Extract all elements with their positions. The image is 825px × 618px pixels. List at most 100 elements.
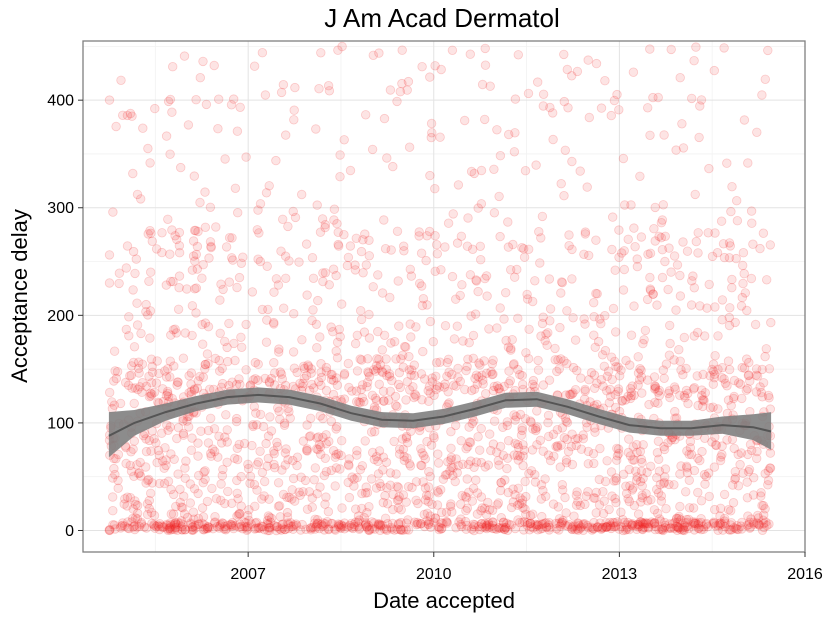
- data-point: [508, 484, 518, 494]
- data-point: [205, 202, 216, 213]
- data-point: [462, 241, 473, 251]
- data-point: [351, 504, 361, 514]
- data-point: [393, 503, 404, 513]
- data-point: [217, 363, 227, 374]
- data-point: [308, 522, 318, 533]
- data-point: [670, 384, 681, 394]
- data-point: [226, 521, 237, 531]
- data-point: [294, 487, 304, 497]
- data-point: [715, 518, 726, 528]
- data-point: [628, 519, 638, 529]
- data-point: [222, 437, 232, 447]
- data-point: [371, 452, 382, 462]
- data-point: [189, 514, 199, 524]
- data-point: [382, 499, 393, 509]
- data-point: [742, 520, 752, 531]
- data-point: [190, 225, 201, 236]
- data-point: [697, 390, 707, 401]
- data-point: [567, 459, 578, 470]
- data-point: [451, 381, 461, 391]
- data-point: [687, 93, 697, 104]
- data-point: [401, 433, 412, 443]
- data-point: [555, 462, 566, 472]
- data-point: [525, 518, 536, 528]
- data-point: [150, 523, 160, 533]
- data-point: [589, 370, 600, 380]
- data-point: [478, 375, 488, 385]
- data-point: [763, 390, 774, 401]
- data-point: [544, 518, 554, 528]
- data-point: [402, 377, 413, 387]
- data-point: [405, 319, 415, 329]
- data-point: [578, 520, 588, 530]
- data-point: [149, 510, 160, 521]
- data-point: [643, 249, 653, 260]
- data-point: [313, 518, 323, 528]
- data-point: [763, 45, 773, 56]
- data-point: [220, 154, 230, 164]
- data-point: [591, 235, 601, 245]
- data-point: [709, 462, 720, 472]
- x-axis-title: Date accepted: [373, 588, 515, 613]
- data-point: [215, 295, 225, 305]
- data-point: [718, 525, 728, 535]
- data-point: [504, 366, 514, 376]
- data-point: [109, 400, 120, 410]
- data-point: [567, 244, 577, 255]
- data-point: [319, 525, 330, 535]
- data-point: [696, 524, 706, 535]
- data-point: [195, 197, 205, 208]
- data-point: [533, 365, 544, 375]
- data-point: [614, 524, 624, 534]
- data-point: [686, 300, 697, 310]
- data-point: [147, 236, 158, 247]
- data-point: [180, 328, 191, 338]
- data-point: [643, 496, 653, 506]
- data-point: [738, 247, 749, 258]
- data-point: [733, 481, 744, 491]
- data-point: [254, 228, 264, 238]
- data-point: [561, 508, 571, 518]
- data-point: [357, 488, 367, 499]
- data-point: [278, 214, 288, 225]
- data-point: [393, 495, 404, 505]
- data-point: [213, 452, 223, 462]
- data-point: [472, 509, 483, 519]
- data-point: [589, 517, 599, 528]
- data-point: [589, 383, 600, 394]
- data-point: [503, 342, 514, 352]
- data-point: [596, 319, 606, 329]
- data-point: [402, 453, 412, 463]
- data-point: [402, 438, 413, 448]
- data-point: [383, 395, 394, 405]
- data-point: [521, 348, 531, 358]
- data-point: [537, 520, 547, 530]
- data-point: [230, 183, 241, 194]
- data-point: [639, 519, 649, 529]
- data-point: [185, 479, 196, 489]
- data-point: [288, 455, 298, 466]
- data-point: [440, 321, 451, 331]
- data-point: [241, 152, 251, 162]
- data-point: [347, 386, 357, 396]
- data-point: [143, 229, 153, 239]
- data-point: [421, 490, 432, 501]
- data-point: [352, 330, 363, 341]
- data-point: [468, 330, 479, 341]
- data-point: [711, 440, 721, 450]
- data-point: [236, 501, 246, 511]
- data-point: [321, 467, 332, 477]
- data-point: [756, 491, 766, 501]
- data-point: [108, 207, 118, 217]
- data-point: [398, 490, 409, 500]
- data-point: [224, 232, 235, 243]
- data-point: [556, 519, 567, 529]
- data-point: [202, 522, 213, 532]
- data-point: [472, 488, 483, 498]
- data-point: [683, 388, 693, 399]
- data-point: [540, 518, 550, 529]
- data-point: [345, 241, 356, 251]
- data-point: [600, 476, 611, 487]
- data-point: [402, 85, 412, 95]
- data-point: [693, 487, 703, 498]
